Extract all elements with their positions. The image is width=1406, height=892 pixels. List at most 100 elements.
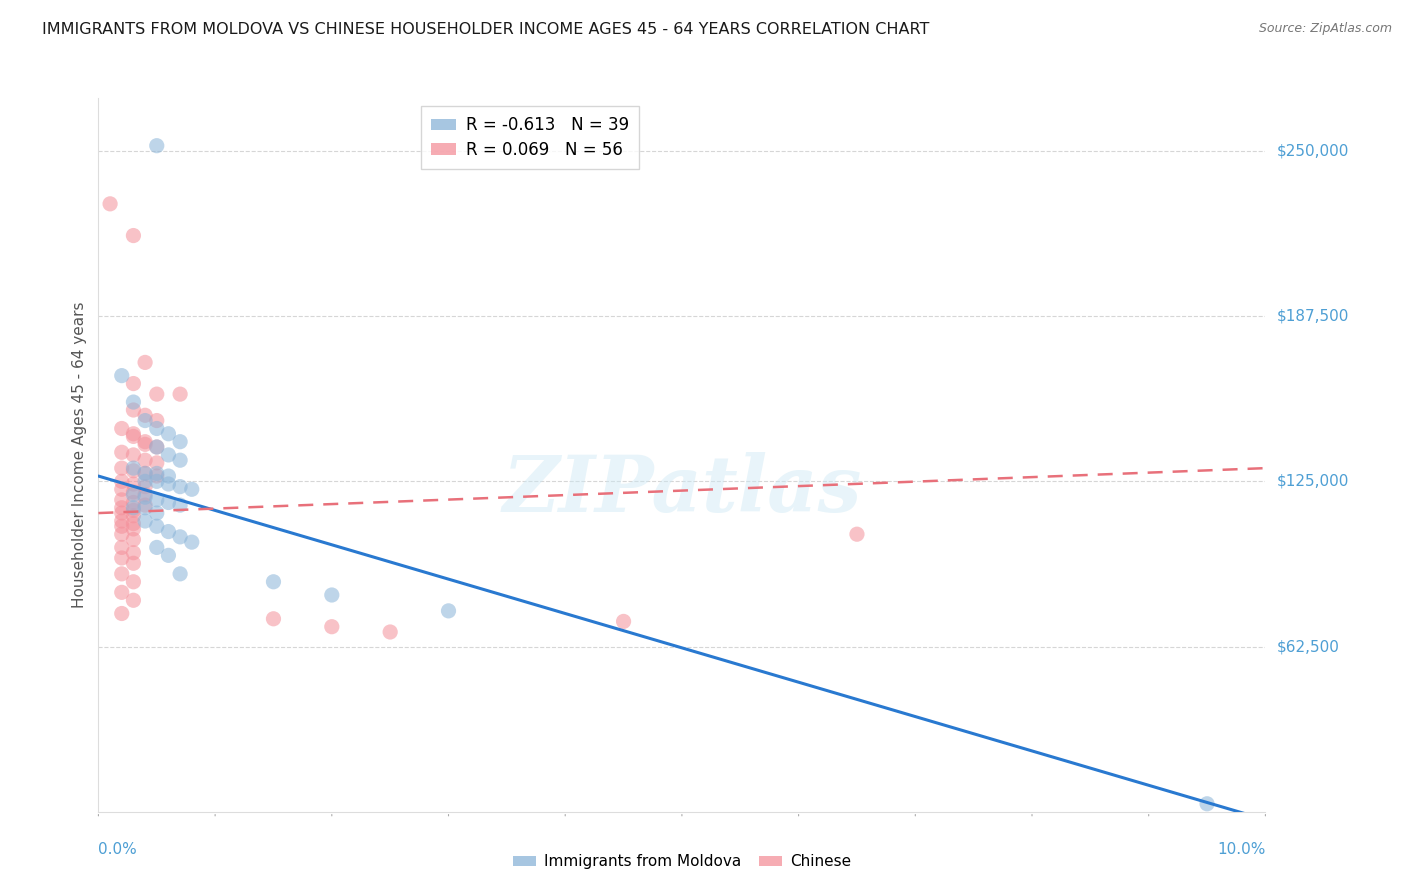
Point xyxy=(146,492,169,507)
Point xyxy=(146,519,169,533)
Point xyxy=(169,453,191,467)
Point xyxy=(134,355,156,369)
Point xyxy=(98,197,121,211)
Point xyxy=(134,467,156,481)
Point xyxy=(111,475,134,489)
Point xyxy=(134,498,156,512)
Point xyxy=(122,376,145,391)
Point xyxy=(262,612,284,626)
Point xyxy=(111,500,134,515)
Point xyxy=(262,574,284,589)
Point xyxy=(122,500,145,515)
Point xyxy=(134,409,156,423)
Point xyxy=(169,480,191,494)
Point xyxy=(1195,797,1218,811)
Point xyxy=(134,480,156,494)
Text: $187,500: $187,500 xyxy=(1277,309,1348,324)
Point xyxy=(111,527,134,541)
Point xyxy=(146,541,169,555)
Point xyxy=(180,535,202,549)
Point xyxy=(169,566,191,581)
Point xyxy=(146,387,169,401)
Point xyxy=(122,448,145,462)
Point xyxy=(111,519,134,533)
Point xyxy=(134,475,156,489)
Point xyxy=(111,368,134,383)
Point xyxy=(169,387,191,401)
Point xyxy=(122,574,145,589)
Point xyxy=(122,461,145,475)
Point xyxy=(157,448,180,462)
Point xyxy=(122,395,145,409)
Point xyxy=(122,556,145,570)
Point xyxy=(111,541,134,555)
Point xyxy=(321,588,343,602)
Point xyxy=(169,498,191,512)
Point xyxy=(845,527,868,541)
Point xyxy=(134,437,156,451)
Point xyxy=(122,546,145,560)
Point xyxy=(437,604,460,618)
Point xyxy=(169,530,191,544)
Point xyxy=(146,469,169,483)
Text: $125,000: $125,000 xyxy=(1277,474,1348,489)
Point xyxy=(111,506,134,520)
Point xyxy=(111,492,134,507)
Point xyxy=(122,516,145,531)
Point xyxy=(134,467,156,481)
Point xyxy=(180,483,202,497)
Point xyxy=(122,403,145,417)
Point xyxy=(122,477,145,491)
Legend: Immigrants from Moldova, Chinese: Immigrants from Moldova, Chinese xyxy=(508,848,856,875)
Point xyxy=(122,522,145,536)
Point xyxy=(169,434,191,449)
Text: IMMIGRANTS FROM MOLDOVA VS CHINESE HOUSEHOLDER INCOME AGES 45 - 64 YEARS CORRELA: IMMIGRANTS FROM MOLDOVA VS CHINESE HOUSE… xyxy=(42,22,929,37)
Point xyxy=(111,461,134,475)
Point xyxy=(134,500,156,515)
Point xyxy=(122,426,145,441)
Text: 10.0%: 10.0% xyxy=(1218,842,1265,857)
Point xyxy=(122,429,145,443)
Point xyxy=(157,469,180,483)
Point xyxy=(122,464,145,478)
Text: $250,000: $250,000 xyxy=(1277,144,1348,159)
Point xyxy=(122,484,145,499)
Point xyxy=(157,495,180,509)
Point xyxy=(122,533,145,547)
Point xyxy=(146,413,169,427)
Point xyxy=(157,524,180,539)
Point xyxy=(378,625,402,640)
Point xyxy=(111,421,134,435)
Point xyxy=(146,440,169,454)
Point xyxy=(111,566,134,581)
Point xyxy=(122,503,145,517)
Point xyxy=(146,421,169,435)
Point xyxy=(157,426,180,441)
Point xyxy=(111,483,134,497)
Point xyxy=(134,487,156,501)
Point xyxy=(111,551,134,566)
Point xyxy=(612,615,634,629)
Point xyxy=(134,434,156,449)
Text: $62,500: $62,500 xyxy=(1277,639,1340,654)
Point xyxy=(134,413,156,427)
Text: Source: ZipAtlas.com: Source: ZipAtlas.com xyxy=(1258,22,1392,36)
Point xyxy=(321,620,343,634)
Point xyxy=(146,138,169,153)
Point xyxy=(122,487,145,501)
Point xyxy=(146,456,169,470)
Point xyxy=(134,514,156,528)
Point xyxy=(111,445,134,459)
Point xyxy=(146,467,169,481)
Text: 0.0%: 0.0% xyxy=(98,842,138,857)
Point xyxy=(122,593,145,607)
Point xyxy=(146,440,169,454)
Point xyxy=(122,228,145,243)
Point xyxy=(111,514,134,528)
Point xyxy=(111,607,134,621)
Point xyxy=(122,495,145,509)
Point xyxy=(157,549,180,563)
Point xyxy=(134,453,156,467)
Point xyxy=(111,585,134,599)
Point xyxy=(146,475,169,489)
